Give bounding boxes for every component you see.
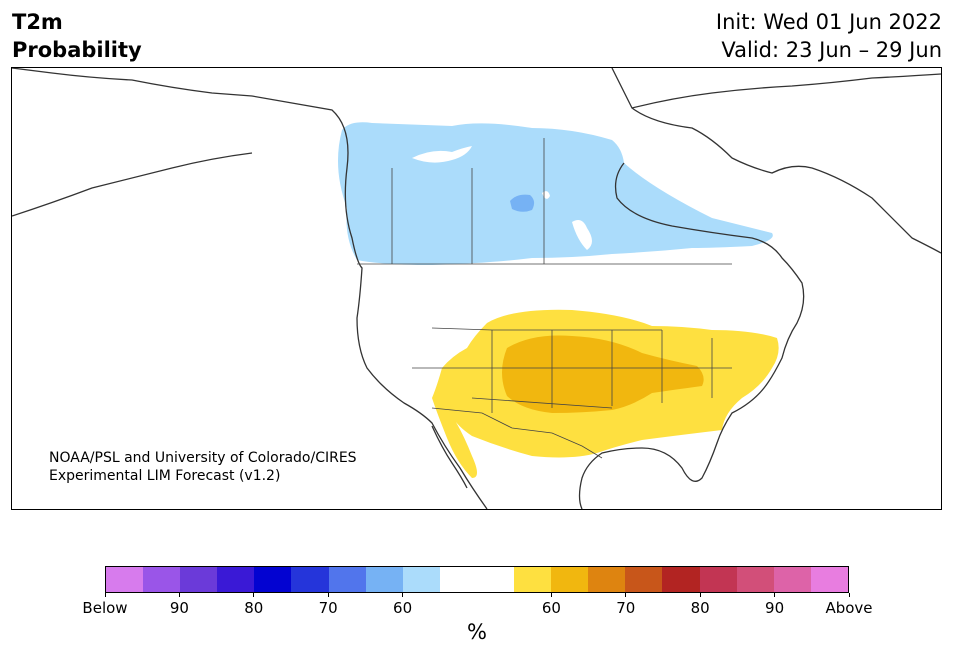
colorbar-tick-mark: [327, 593, 329, 597]
colorbar-cell: [180, 567, 218, 592]
lake-shape: [572, 220, 592, 250]
colorbar-tick-label: 80: [244, 599, 264, 617]
colorbar-tick-label: Below: [82, 599, 128, 617]
colorbar-cell: [217, 567, 255, 592]
colorbar-tick-mark: [402, 593, 404, 597]
title-block: T2m Probability: [12, 8, 142, 64]
colorbar-tick-label: Above: [825, 599, 873, 617]
valid-range: Valid: 23 Jun – 29 Jun: [721, 38, 942, 62]
colorbar-tick-label: 70: [616, 599, 636, 617]
colorbar-cell: [514, 567, 552, 592]
colorbar-tick-mark: [253, 593, 255, 597]
below-normal-70-area: [510, 194, 535, 212]
colorbar-tick-label: 70: [318, 599, 338, 617]
colorbar-tick-label: 60: [541, 599, 561, 617]
colorbar-cell: [365, 567, 403, 592]
colorbar-tick-label: 90: [169, 599, 189, 617]
colorbar-cell: [625, 567, 663, 592]
colorbar-tick-mark: [104, 593, 106, 597]
forecast-map: [11, 67, 942, 510]
colorbar-tick-mark: [178, 593, 180, 597]
credit-line-1: NOAA/PSL and University of Colorado/CIRE…: [49, 450, 357, 466]
colorbar-cell: [106, 567, 144, 592]
lake-shape: [412, 146, 472, 163]
variable-title: T2m: [12, 10, 63, 34]
colorbar-tick-mark: [550, 593, 552, 597]
colorbar-cell: [810, 567, 848, 592]
product-title: Probability: [12, 38, 142, 62]
colorbar-tick-label: 60: [393, 599, 413, 617]
colorbar: [105, 566, 849, 593]
colorbar-tick-mark: [699, 593, 701, 597]
coastlines: [12, 68, 941, 509]
credit-line-2: Experimental LIM Forecast (v1.2): [49, 468, 281, 484]
colorbar-cell: [291, 567, 329, 592]
political-borders: [357, 138, 732, 459]
colorbar-cell: [773, 567, 811, 592]
colorbar-cell: [328, 567, 366, 592]
colorbar-tick-label: 90: [765, 599, 785, 617]
date-block: Init: Wed 01 Jun 2022 Valid: 23 Jun – 29…: [716, 8, 942, 64]
colorbar-cell: [402, 567, 440, 592]
colorbar-cell: [736, 567, 774, 592]
credit-text: NOAA/PSL and University of Colorado/CIRE…: [49, 449, 357, 485]
colorbar-tick-label: 80: [690, 599, 710, 617]
colorbar-cell: [699, 567, 737, 592]
colorbar-cell: [439, 567, 477, 592]
colorbar-tick-mark: [625, 593, 627, 597]
map-svg: [12, 68, 941, 509]
colorbar-cell: [662, 567, 700, 592]
colorbar-cell: [143, 567, 181, 592]
colorbar-cell: [254, 567, 292, 592]
colorbar-unit: %: [467, 620, 487, 644]
above-normal-70-area: [502, 335, 704, 413]
colorbar-cell: [551, 567, 589, 592]
colorbar-tick-mark: [774, 593, 776, 597]
colorbar-tick-mark: [848, 593, 850, 597]
init-date: Init: Wed 01 Jun 2022: [715, 10, 942, 34]
colorbar-cell: [588, 567, 626, 592]
below-normal-60-area: [338, 122, 773, 265]
colorbar-cell: [476, 567, 515, 592]
